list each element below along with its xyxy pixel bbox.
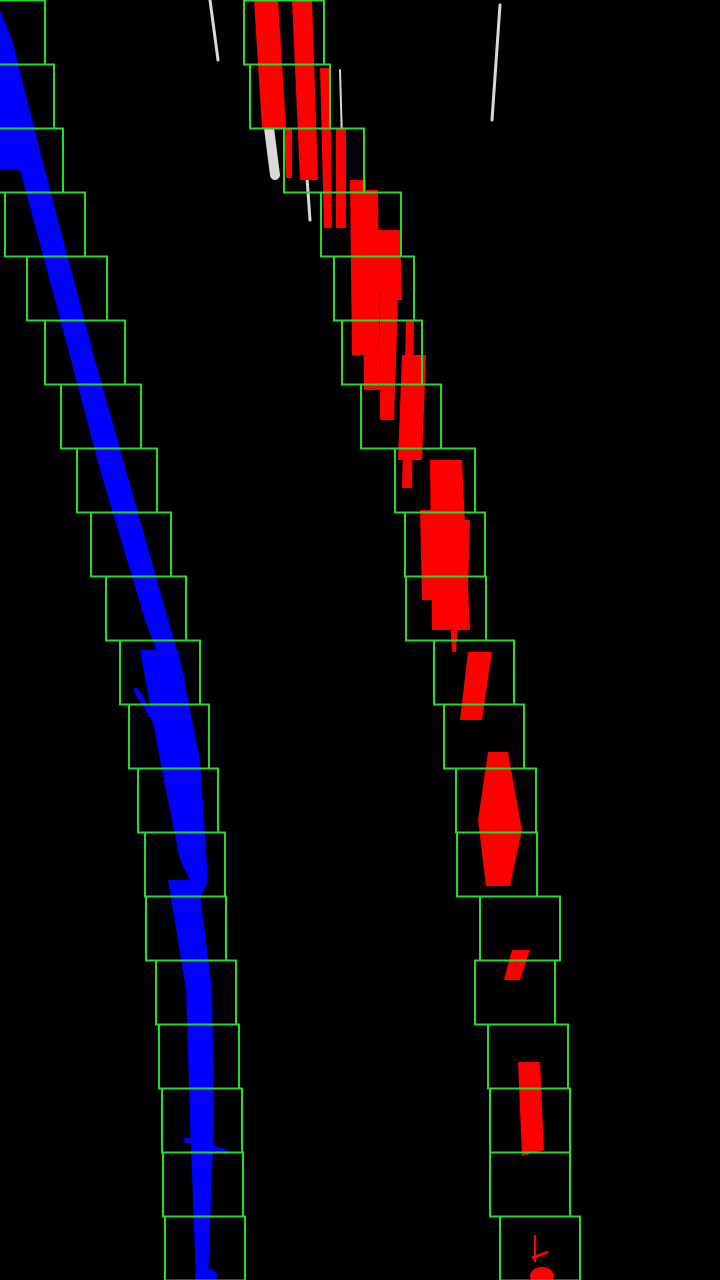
right-lane-segment: [376, 230, 402, 300]
left-window: [164, 1215, 246, 1280]
right-lane-segment: [350, 180, 366, 355]
left-lane-segment: [140, 650, 208, 900]
left-lane-fragment: [133, 687, 163, 733]
left-lane-blob: [195, 1268, 217, 1280]
left-lane-fragment: [183, 1137, 229, 1155]
left-lane-pixels: [0, 10, 229, 1280]
right-lane-segment: [402, 320, 414, 488]
left-lane-segment: [0, 10, 185, 700]
right-lane-segment: [450, 620, 458, 652]
right-lane-segment: [440, 520, 470, 590]
right-lane-segment: [380, 300, 398, 420]
left-sliding-windows: [0, 0, 246, 1280]
left-lane-fragment: [169, 717, 198, 763]
right-lane-blob: [530, 1267, 554, 1280]
right-lane-segment: [420, 510, 440, 600]
right-lane-segment: [518, 1062, 544, 1156]
right-window: [499, 1215, 581, 1280]
left-lane-fragment: [177, 777, 203, 828]
right-lane-segment: [362, 190, 380, 390]
left-lane-segment: [168, 880, 214, 1280]
glare-streak: [490, 3, 502, 122]
right-lane-segment: [336, 128, 346, 228]
right-lane-segment: [460, 652, 492, 720]
right-sliding-windows: [243, 0, 581, 1280]
right-lane-fragment: [531, 1250, 549, 1260]
right-lane-segment: [478, 752, 522, 886]
right-lane-segment: [504, 950, 520, 980]
right-lane-segment: [284, 128, 292, 178]
glare-streak: [208, 0, 220, 62]
right-lane-segment: [512, 950, 530, 980]
right-lane-segment: [292, 0, 318, 180]
